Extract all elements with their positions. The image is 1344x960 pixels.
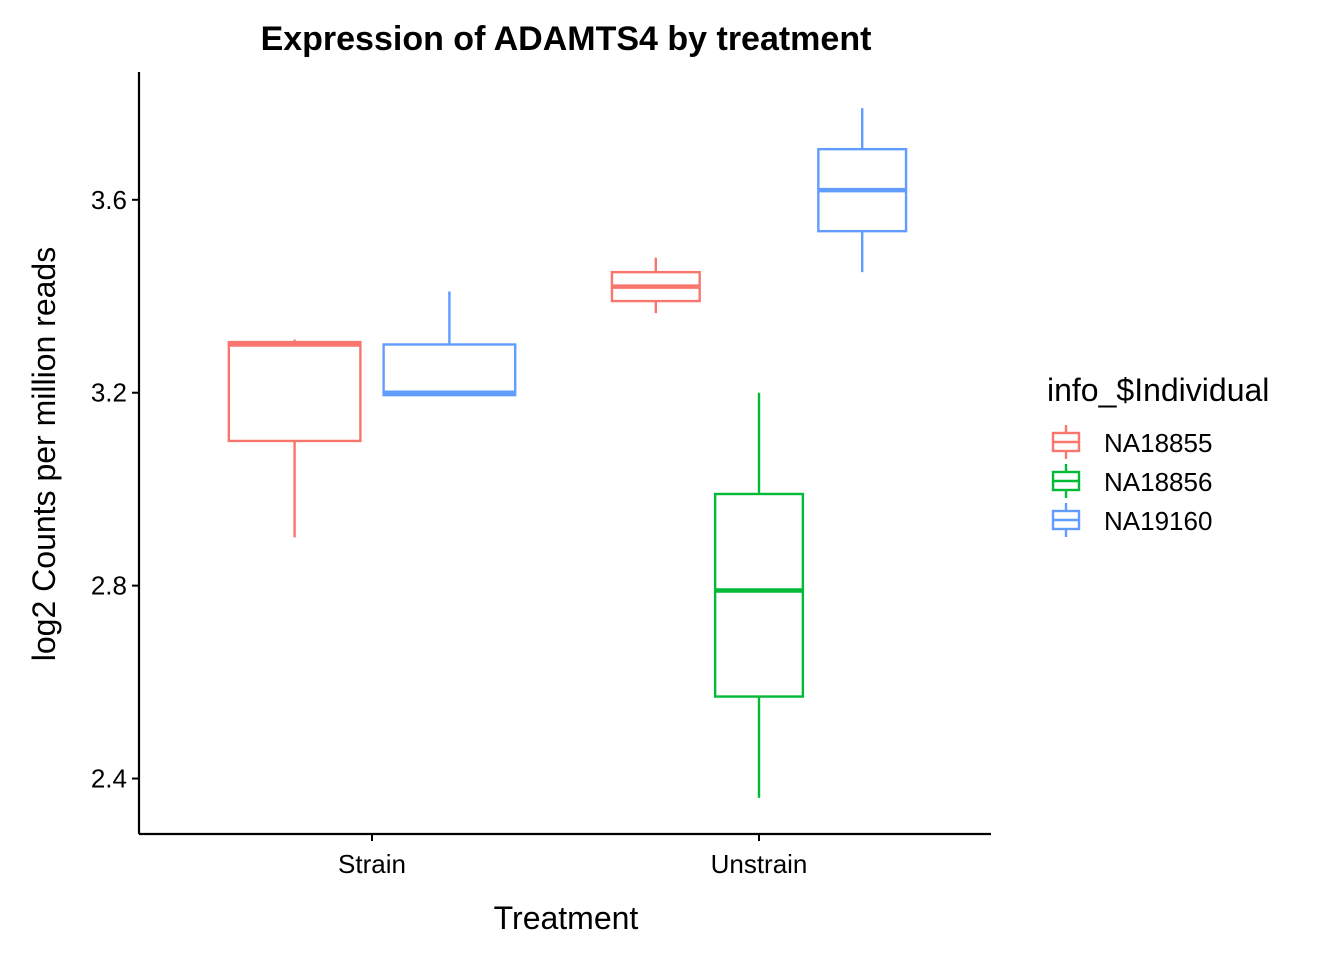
legend: info_$Individual NA18855 NA18856 NA19160: [1047, 372, 1269, 537]
axes: 2.4 2.8 3.2 3.6 Strain Unstrain: [91, 72, 991, 879]
box-NA18855-Unstrain: [610, 257, 701, 314]
legend-item-NA19160: NA19160: [1051, 503, 1212, 537]
legend-item-NA18856: NA18856: [1051, 464, 1212, 498]
y-tick-label: 3.2: [91, 378, 127, 408]
legend-label: NA19160: [1104, 506, 1212, 536]
y-tick-label: 2.8: [91, 571, 127, 601]
box-NA18855-Strain: [227, 339, 362, 538]
box-body: [227, 340, 362, 443]
x-tick-label: Unstrain: [711, 849, 808, 879]
x-axis-title: Treatment: [494, 900, 639, 936]
y-axis-title: log2 Counts per million reads: [26, 247, 62, 661]
plot-area: [227, 108, 908, 798]
box-body: [713, 492, 805, 698]
box-body: [382, 343, 517, 397]
legend-item-NA18855: NA18855: [1051, 425, 1212, 459]
legend-label: NA18856: [1104, 467, 1212, 497]
y-tick-label: 2.4: [91, 764, 127, 794]
box-NA19160-Strain: [382, 291, 517, 397]
y-tick-label: 3.6: [91, 185, 127, 215]
box-NA19160-Unstrain: [817, 108, 908, 273]
legend-title: info_$Individual: [1047, 372, 1269, 408]
box-NA18856-Unstrain: [713, 392, 805, 798]
legend-label: NA18855: [1104, 428, 1212, 458]
chart-title: Expression of ADAMTS4 by treatment: [261, 20, 872, 58]
x-tick-label: Strain: [338, 849, 406, 879]
